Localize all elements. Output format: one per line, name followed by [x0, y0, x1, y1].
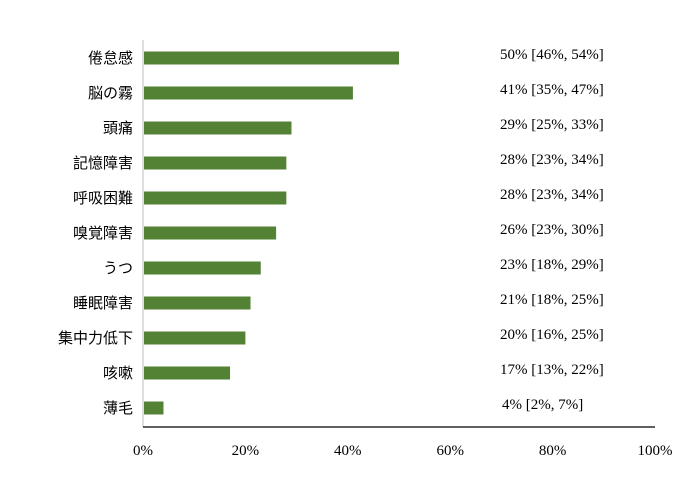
data-label: 28% [23%, 34%] — [500, 152, 604, 168]
x-tick-label: 40% — [334, 443, 362, 459]
category-label: 睡眠障害 — [73, 294, 133, 312]
data-label: 17% [13%, 22%] — [500, 362, 604, 378]
bar — [144, 331, 246, 345]
category-label: 咳嗽 — [103, 365, 133, 382]
bar — [144, 401, 164, 415]
x-tick-label: 80% — [539, 443, 567, 459]
x-tick-label: 100% — [638, 443, 673, 459]
category-label: 記憶障害 — [73, 154, 133, 172]
x-tick-label: 0% — [133, 443, 153, 459]
bar — [144, 261, 261, 275]
data-label: 29% [25%, 33%] — [500, 117, 604, 133]
data-label: 20% [16%, 25%] — [500, 327, 604, 343]
data-label: 41% [35%, 47%] — [500, 82, 604, 98]
bar — [144, 191, 287, 205]
bar — [144, 366, 231, 380]
category-label: 嗅覚障害 — [73, 224, 133, 242]
category-label: 頭痛 — [103, 120, 133, 137]
category-label: うつ — [103, 261, 133, 277]
category-label: 倦怠感 — [88, 50, 133, 67]
data-label: 28% [23%, 34%] — [500, 187, 604, 203]
data-label: 4% [2%, 7%] — [502, 397, 583, 413]
data-label: 50% [46%, 54%] — [500, 47, 604, 63]
bar — [144, 226, 277, 240]
bar — [144, 86, 353, 100]
data-label: 26% [23%, 30%] — [500, 222, 604, 238]
bar — [144, 121, 292, 135]
bar — [144, 156, 287, 170]
bar — [144, 296, 251, 310]
category-label: 薄毛 — [103, 400, 133, 417]
data-label: 23% [18%, 29%] — [500, 257, 604, 273]
bar — [144, 51, 399, 65]
x-tick-label: 20% — [232, 443, 260, 459]
data-label: 21% [18%, 25%] — [500, 292, 604, 308]
x-tick-label: 60% — [436, 443, 464, 459]
category-label: 脳の霧 — [88, 85, 133, 102]
category-label: 呼吸困難 — [73, 190, 133, 207]
category-label: 集中力低下 — [58, 330, 133, 347]
